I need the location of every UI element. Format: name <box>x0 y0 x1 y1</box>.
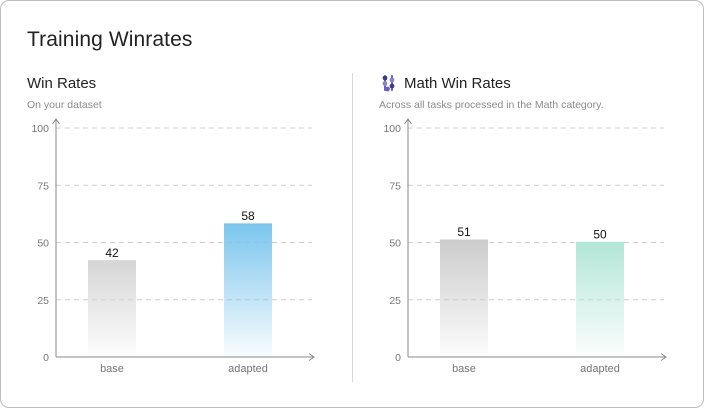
y-tick-label: 0 <box>395 352 401 364</box>
bar-adapted <box>224 224 272 357</box>
chart-title: Math Win Rates <box>404 75 511 92</box>
bar-value-label: 42 <box>105 246 119 260</box>
chart-subtitle: On your dataset <box>27 99 102 111</box>
y-tick-label: 75 <box>37 180 49 192</box>
x-category-label: base <box>452 363 476 375</box>
y-tick-label: 25 <box>389 295 401 307</box>
x-category-label: base <box>100 363 124 375</box>
bar-value-label: 51 <box>457 225 471 239</box>
bar-value-label: 58 <box>241 209 255 223</box>
y-tick-label: 75 <box>389 180 401 192</box>
bar-base <box>440 240 488 357</box>
abacus-icon <box>381 74 399 92</box>
bar-value-label: 50 <box>593 228 607 242</box>
y-axis-arrow <box>404 118 412 125</box>
x-category-label: adapted <box>228 363 268 375</box>
bar-adapted <box>576 242 624 357</box>
y-tick-label: 25 <box>37 295 49 307</box>
math-win-rates-panel: Math Win Rates Across all tasks processe… <box>353 1 704 409</box>
x-axis-arrow <box>660 353 667 361</box>
y-tick-label: 0 <box>43 352 49 364</box>
page-title: Training Winrates <box>27 28 193 51</box>
y-tick-label: 50 <box>389 238 401 250</box>
chart-subtitle: Across all tasks processed in the Math c… <box>379 99 604 111</box>
win-rates-panel: Win Rates On your dataset 0 25 50 75 100 42 ba… <box>1 1 353 409</box>
chart-title: Win Rates <box>27 75 97 92</box>
y-tick-label: 50 <box>37 238 49 250</box>
x-axis-arrow <box>308 353 315 361</box>
panel-divider <box>352 73 353 382</box>
y-tick-label: 100 <box>383 123 401 135</box>
math-win-rates-chart: 0 25 50 75 100 51 base 50 adapted <box>383 118 667 375</box>
bar-base <box>88 260 136 357</box>
y-tick-label: 100 <box>31 123 49 135</box>
y-axis-arrow <box>52 118 60 125</box>
win-rates-chart: 0 25 50 75 100 42 base 58 adapted <box>31 118 315 375</box>
x-category-label: adapted <box>580 363 620 375</box>
